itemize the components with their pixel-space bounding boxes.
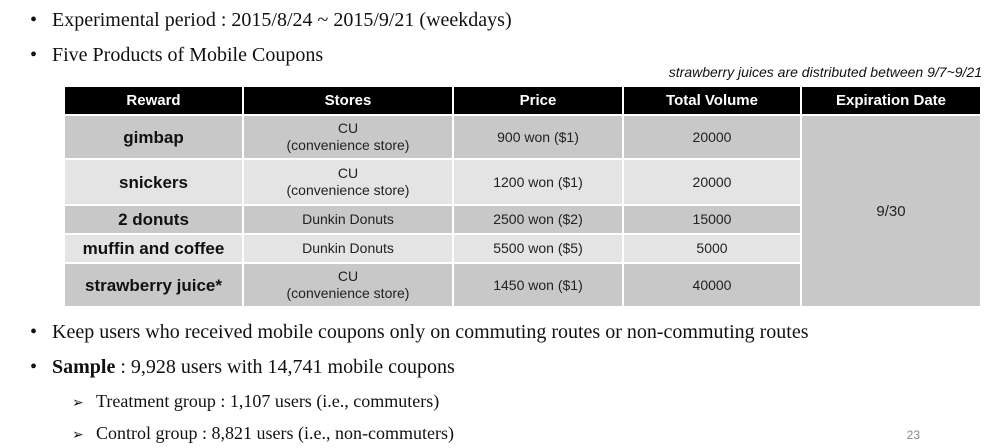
cell-reward: strawberry juice*	[65, 262, 244, 306]
cell-expiration-date: 9/30	[801, 114, 980, 306]
bullet-text: Five Products of Mobile Coupons	[52, 44, 324, 66]
cell-volume: 20000	[623, 158, 802, 205]
sub-bullet-treatment: ➢ Treatment group : 1,107 users (i.e., co…	[72, 390, 439, 415]
arrow-bullet-icon: ➢	[72, 428, 84, 443]
coupon-products-table: Reward Stores Price Total Volume Expirat…	[65, 87, 980, 306]
sub-bullet-text: Control group : 8,821 users (i.e., non-c…	[96, 423, 454, 443]
bullet-text: Experimental period : 2015/8/24 ~ 2015/9…	[52, 9, 512, 31]
header-stores: Stores	[243, 87, 454, 115]
cell-reward: muffin and coffee	[65, 233, 244, 263]
distribution-note: strawberry juices are distributed betwee…	[668, 64, 982, 80]
cell-price: 1200 won ($1)	[453, 158, 624, 205]
store-name: CU	[337, 120, 359, 136]
store-name: CU	[337, 268, 359, 284]
bullet-text: : 9,928 users with 14,741 mobile coupons	[115, 356, 455, 378]
sub-bullet-control: ➢ Control group : 8,821 users (i.e., non-…	[72, 422, 454, 447]
header-reward: Reward	[65, 87, 244, 115]
bullet-sample: • Sample : 9,928 users with 14,741 mobile…	[30, 355, 455, 379]
header-expiration-date: Expiration Date	[801, 87, 980, 115]
bullet-dot-icon: •	[30, 44, 38, 66]
cell-store: CU (convenience store)	[243, 262, 454, 306]
table-row: 2 donuts Dunkin Donuts 2500 won ($2) 150…	[65, 204, 980, 234]
cell-store: Dunkin Donuts	[243, 204, 454, 234]
table-header-row: Reward Stores Price Total Volume Expirat…	[65, 87, 980, 115]
cell-store: CU (convenience store)	[243, 158, 454, 205]
cell-reward: 2 donuts	[65, 204, 244, 234]
table-row: muffin and coffee Dunkin Donuts 5500 won…	[65, 233, 980, 263]
cell-volume: 40000	[623, 262, 802, 306]
store-name: CU	[337, 165, 359, 181]
bullet-dot-icon: •	[30, 9, 38, 31]
cell-reward: snickers	[65, 158, 244, 205]
bullet-dot-icon: •	[30, 321, 38, 343]
cell-reward: gimbap	[65, 114, 244, 159]
bullet-keep-users: • Keep users who received mobile coupons …	[30, 320, 809, 344]
bullet-dot-icon: •	[30, 356, 38, 378]
bullet-five-products: • Five Products of Mobile Coupons	[30, 43, 323, 67]
cell-price: 5500 won ($5)	[453, 233, 624, 263]
cell-volume: 15000	[623, 204, 802, 234]
header-price: Price	[453, 87, 624, 115]
cell-price: 900 won ($1)	[453, 114, 624, 159]
sub-bullet-text: Treatment group : 1,107 users (i.e., com…	[96, 391, 440, 411]
store-type: (convenience store)	[286, 182, 410, 198]
sample-label: Sample	[52, 356, 116, 378]
table-row: snickers CU (convenience store) 1200 won …	[65, 158, 980, 205]
page-number: 23	[906, 428, 920, 442]
cell-volume: 20000	[623, 114, 802, 159]
cell-price: 2500 won ($2)	[453, 204, 624, 234]
cell-store: CU (convenience store)	[243, 114, 454, 159]
cell-volume: 5000	[623, 233, 802, 263]
table-row: gimbap CU (convenience store) 900 won ($1…	[65, 114, 980, 306]
table-row: strawberry juice* CU (convenience store) …	[65, 262, 980, 306]
header-total-volume: Total Volume	[623, 87, 802, 115]
store-type: (convenience store)	[286, 137, 410, 153]
arrow-bullet-icon: ➢	[72, 396, 84, 411]
bullet-text: Keep users who received mobile coupons o…	[52, 321, 809, 343]
cell-store: Dunkin Donuts	[243, 233, 454, 263]
bullet-experimental-period: • Experimental period : 2015/8/24 ~ 2015/…	[30, 8, 512, 32]
cell-price: 1450 won ($1)	[453, 262, 624, 306]
store-type: (convenience store)	[286, 285, 410, 301]
